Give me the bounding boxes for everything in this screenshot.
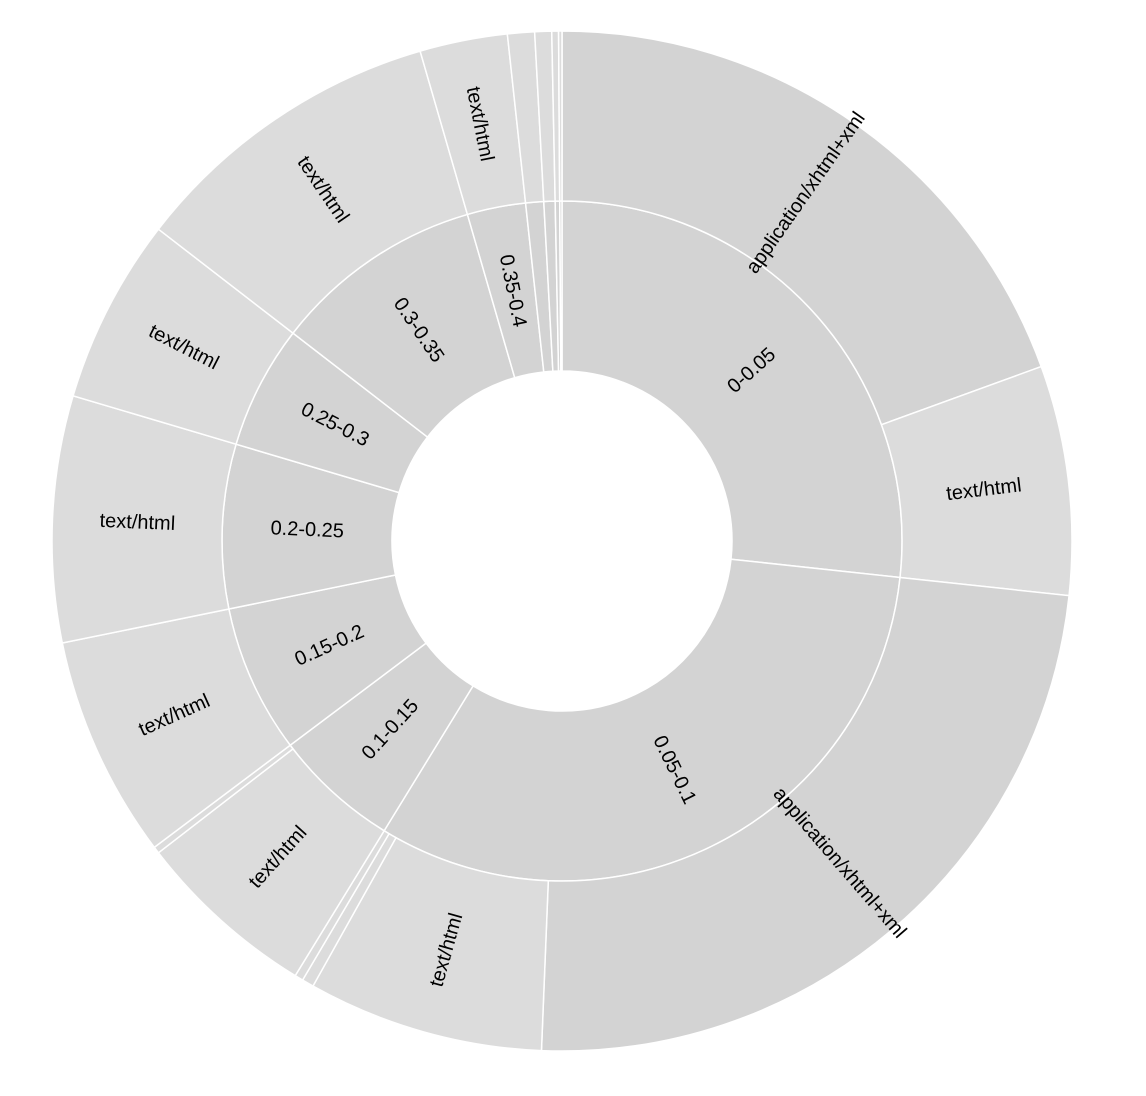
ring2-segment-2[interactable] xyxy=(540,576,1070,1052)
ring1-label-4: 0.2-0.25 xyxy=(270,517,344,542)
ring1-segment-11[interactable] xyxy=(558,200,563,372)
ring2-label-9: text/html xyxy=(99,510,175,535)
ring2-segment-16[interactable] xyxy=(557,30,563,202)
ring2-segment-0[interactable] xyxy=(561,30,1043,426)
